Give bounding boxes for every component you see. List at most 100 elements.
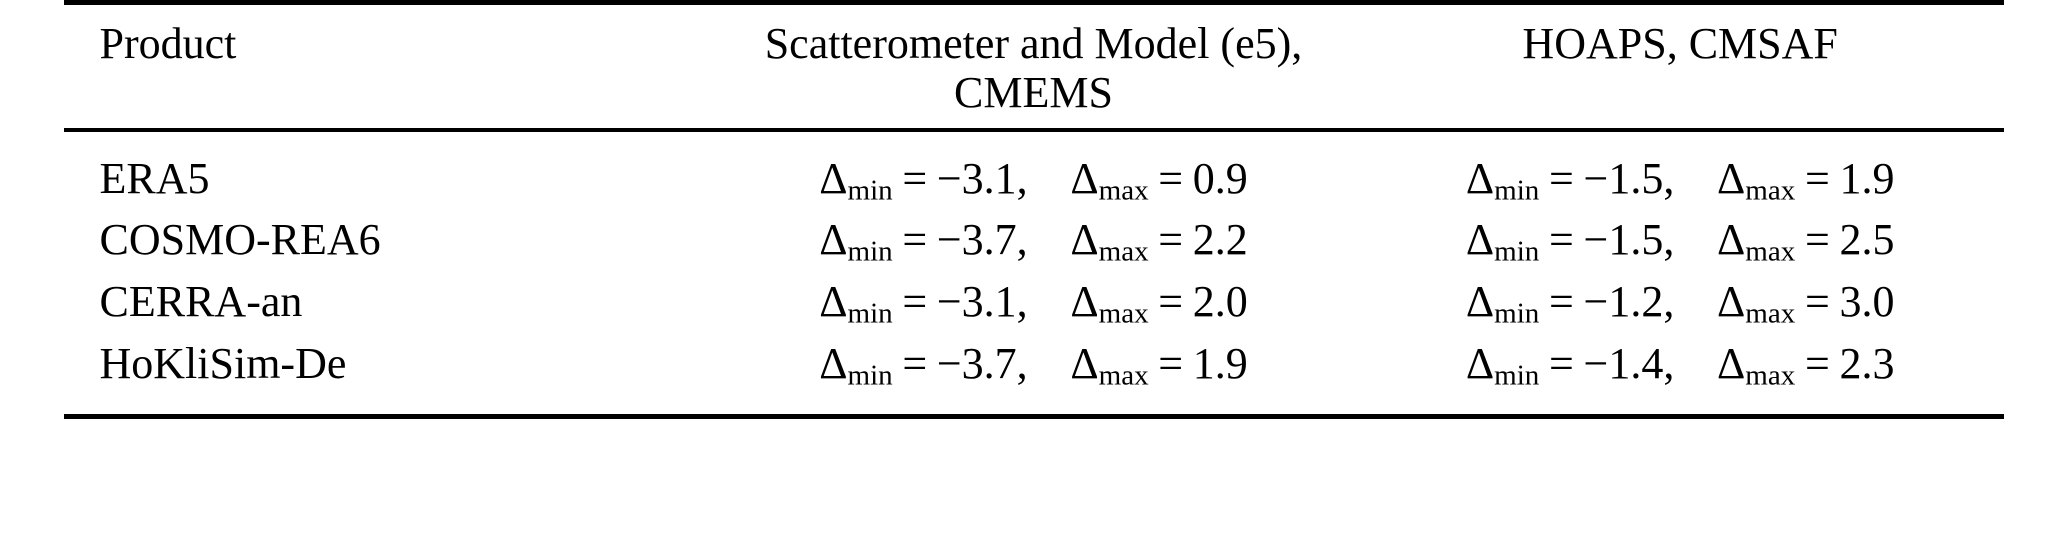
delta-max-value: 3.0 — [1839, 277, 1895, 327]
delta-range-expression: Δmin = −3.1, Δmax = 2.0 — [819, 277, 1248, 329]
cell-hoaps-cmsaf: Δmin = −1.4, Δmax = 2.3 — [1357, 334, 2004, 416]
delta-max-value: 2.2 — [1192, 215, 1248, 265]
delta-min-value: −1.5 — [1583, 153, 1664, 203]
delta-max-value: 1.9 — [1192, 339, 1248, 389]
table-body: ERA5 Δmin = −3.1, Δmax = 0.9 Δmin = −1.5, Δmax = 1… — [63, 132, 2004, 421]
equals-sign-max: = — [1158, 215, 1184, 265]
header-row: Product Scatterometer and Model (e5), CM… — [64, 5, 2004, 130]
equals-sign-max: = — [1158, 277, 1184, 327]
delta-subscript-min: min — [1494, 359, 1540, 392]
delta-range-expression: Δmin = −1.5, Δmax = 2.5 — [1465, 215, 1895, 267]
equals-sign-max: = — [1804, 277, 1830, 327]
value-separator: , — [1016, 215, 1028, 265]
value-separator: , — [1663, 215, 1675, 265]
delta-subscript-max: max — [1098, 359, 1149, 392]
delta-symbol-min: Δ — [1465, 153, 1495, 203]
equals-sign-max: = — [1158, 339, 1184, 389]
delta-min-value: −3.1 — [936, 277, 1017, 327]
delta-subscript-min: min — [847, 173, 893, 206]
delta-symbol-max: Δ — [1070, 215, 1099, 265]
delta-subscript-max: max — [1098, 297, 1149, 330]
equals-sign-min: = — [902, 277, 928, 327]
delta-symbol-max: Δ — [1070, 153, 1099, 203]
delta-min-value: −1.2 — [1583, 277, 1664, 327]
column-header-product-label: Product — [99, 19, 237, 68]
cell-hoaps-cmsaf: Δmin = −1.2, Δmax = 3.0 — [1357, 272, 2004, 334]
delta-subscript-max: max — [1745, 235, 1796, 268]
delta-min-value: −1.4 — [1583, 339, 1664, 389]
cell-scatterometer-model: Δmin = −3.7, Δmax = 1.9 — [710, 334, 1357, 416]
delta-max-value: 0.9 — [1192, 153, 1248, 203]
delta-symbol-min: Δ — [1465, 339, 1495, 389]
delta-subscript-min: min — [847, 297, 893, 330]
delta-symbol-min: Δ — [819, 215, 848, 265]
table-row: HoKliSim-De Δmin = −3.7, Δmax = 1.9 Δmin = −1.4… — [64, 334, 2004, 416]
cell-scatterometer-model: Δmin = −3.7, Δmax = 2.2 — [710, 210, 1357, 272]
delta-max-value: 2.3 — [1839, 339, 1895, 389]
delta-subscript-max: max — [1098, 235, 1149, 268]
delta-subscript-min: min — [847, 235, 893, 268]
column-header-scatterometer-model: Scatterometer and Model (e5), CMEMS — [710, 5, 1357, 130]
delta-min-value: −3.7 — [936, 215, 1017, 265]
cell-hoaps-cmsaf: Δmin = −1.5, Δmax = 2.5 — [1357, 210, 2004, 272]
delta-subscript-max: max — [1745, 359, 1796, 392]
delta-symbol-min: Δ — [1465, 215, 1495, 265]
delta-range-expression: Δmin = −1.2, Δmax = 3.0 — [1466, 277, 1895, 329]
delta-subscript-min: min — [1494, 297, 1540, 330]
delta-symbol-max: Δ — [1716, 277, 1746, 327]
delta-min-value: −3.7 — [936, 339, 1017, 389]
column-header-hoaps-cmsaf: HOAPS, CMSAF — [1357, 5, 2004, 130]
equals-sign-min: = — [902, 339, 928, 389]
equals-sign-min: = — [902, 215, 928, 265]
value-separator: , — [1663, 339, 1675, 389]
equals-sign-min: = — [1549, 339, 1574, 389]
cell-scatterometer-model: Δmin = −3.1, Δmax = 2.0 — [710, 272, 1357, 334]
delta-max-value: 2.0 — [1192, 277, 1248, 327]
delta-subscript-max: max — [1745, 297, 1796, 330]
value-separator: , — [1016, 153, 1028, 203]
equals-sign-min: = — [902, 153, 928, 203]
delta-subscript-min: min — [1494, 235, 1540, 268]
table-row: COSMO-REA6 Δmin = −3.7, Δmax = 2.2 Δmin = −1.5,… — [64, 210, 2004, 272]
delta-symbol-min: Δ — [819, 339, 848, 389]
delta-symbol-min: Δ — [819, 153, 848, 203]
column-header-hoaps-cmsaf-label: HOAPS, CMSAF — [1522, 19, 1838, 68]
cell-hoaps-cmsaf: Δmin = −1.5, Δmax = 1.9 — [1357, 132, 2004, 211]
cell-product: COSMO-REA6 — [99, 215, 381, 265]
value-separator: , — [1663, 153, 1675, 203]
delta-range-expression: Δmin = −3.1, Δmax = 0.9 — [819, 153, 1248, 206]
equals-sign-min: = — [1549, 153, 1574, 203]
comparison-table: Product Scatterometer and Model (e5), CM… — [63, 0, 2004, 421]
column-header-product: Product — [64, 5, 711, 130]
delta-range-expression: Δmin = −1.4, Δmax = 2.3 — [1465, 339, 1895, 391]
value-separator: , — [1016, 277, 1028, 327]
delta-subscript-min: min — [1494, 173, 1540, 206]
cell-scatterometer-model: Δmin = −3.1, Δmax = 0.9 — [710, 132, 1357, 211]
table-row: ERA5 Δmin = −3.1, Δmax = 0.9 Δmin = −1.5, Δmax = 1… — [64, 132, 2004, 211]
delta-max-value: 1.9 — [1839, 153, 1895, 203]
equals-sign-max: = — [1158, 153, 1184, 203]
delta-subscript-max: max — [1745, 173, 1796, 206]
delta-symbol-max: Δ — [1070, 339, 1099, 389]
cell-product: ERA5 — [99, 153, 210, 203]
delta-subscript-min: min — [847, 359, 893, 392]
cell-product: HoKliSim-De — [99, 339, 347, 389]
column-header-scatterometer-model-line2: CMEMS — [954, 68, 1113, 118]
delta-range-expression: Δmin = −1.5, Δmax = 1.9 — [1465, 153, 1895, 206]
delta-max-value: 2.5 — [1839, 215, 1895, 265]
delta-min-value: −1.5 — [1583, 215, 1664, 265]
delta-min-value: −3.1 — [936, 153, 1017, 203]
cell-product: CERRA-an — [99, 277, 303, 327]
delta-symbol-max: Δ — [1716, 153, 1746, 203]
equals-sign-max: = — [1804, 153, 1830, 203]
rule-bottom — [63, 414, 2004, 421]
delta-range-expression: Δmin = −3.7, Δmax = 2.2 — [819, 215, 1248, 267]
delta-subscript-max: max — [1098, 173, 1149, 206]
equals-sign-min: = — [1549, 277, 1574, 327]
column-header-scatterometer-model-line1: Scatterometer and Model (e5), — [764, 19, 1303, 68]
delta-symbol-max: Δ — [1070, 277, 1099, 327]
table-row: CERRA-an Δmin = −3.1, Δmax = 2.0 Δmin = −1.2, Δm… — [64, 272, 2004, 334]
delta-range-expression: Δmin = −3.7, Δmax = 1.9 — [819, 339, 1248, 391]
equals-sign-max: = — [1804, 215, 1830, 265]
